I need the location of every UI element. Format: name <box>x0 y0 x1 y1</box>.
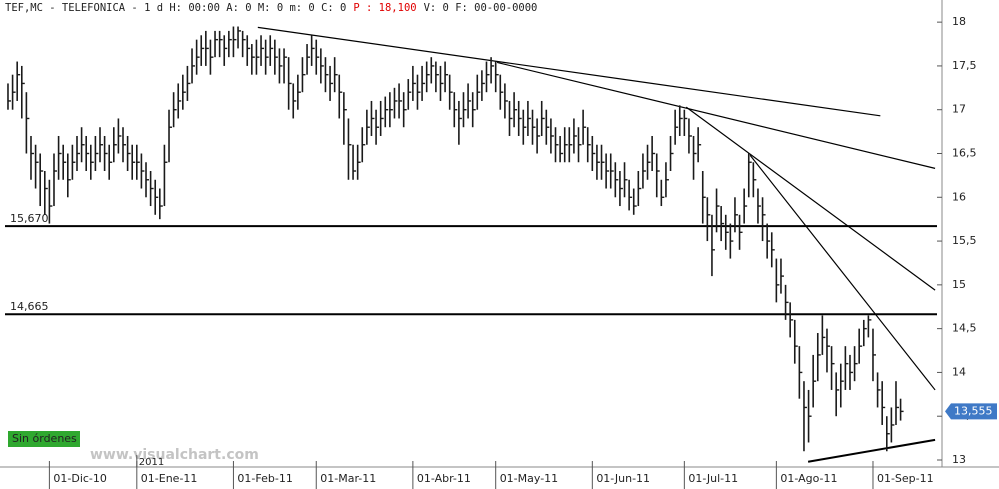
y-tick-label: 16 <box>952 190 966 203</box>
orders-badge-text: Sin órdenes <box>12 432 77 445</box>
support-level-label: 15,670 <box>10 212 49 225</box>
year-label: 2011 <box>139 457 164 468</box>
x-tick-label: 01-Ago-11 <box>780 472 837 485</box>
trendline <box>749 154 936 391</box>
last-price-label: 13,555 <box>954 404 993 417</box>
y-tick-label: 13 <box>952 453 966 466</box>
header-info: TEF,MC - TELEFONICA - 1 d H: 00:00 A: 0 … <box>5 2 346 14</box>
y-tick-label: 15,5 <box>952 234 977 247</box>
x-tick-label: 01-Sep-11 <box>877 472 934 485</box>
header-volume: V: 0 F: 00-00-0000 <box>424 2 538 14</box>
y-tick-label: 14,5 <box>952 322 977 335</box>
trendline <box>496 61 936 169</box>
watermark: www.visualchart.com <box>90 447 259 463</box>
x-tick-label: 01-Dic-10 <box>53 472 107 485</box>
trendline <box>685 106 936 291</box>
x-tick-label: 01-Feb-11 <box>237 472 292 485</box>
x-tick-label: 01-May-11 <box>500 472 558 485</box>
y-tick-label: 15 <box>952 278 966 291</box>
x-tick-label: 01-Jun-11 <box>596 472 650 485</box>
header: TEF,MC - TELEFONICA - 1 d H: 00:00 A: 0 … <box>5 2 537 14</box>
x-tick-label: 01-Jul-11 <box>688 472 738 485</box>
orders-badge <box>8 431 80 447</box>
y-tick-label: 14 <box>952 365 966 378</box>
y-tick-label: 18 <box>952 15 966 28</box>
y-tick-label: 16,5 <box>952 146 977 159</box>
header-price: P : 18,100 <box>353 2 416 14</box>
x-tick-label: 01-Abr-11 <box>417 472 471 485</box>
trendline <box>807 438 936 463</box>
x-tick-label: 01-Ene-11 <box>141 472 198 485</box>
support-level-label: 14,665 <box>10 300 49 313</box>
y-tick-label: 17 <box>952 103 966 116</box>
trendline <box>257 26 881 117</box>
last-price-tag <box>945 403 997 420</box>
x-tick-label: 01-Mar-11 <box>320 472 376 485</box>
y-tick-label: 17,5 <box>952 59 977 72</box>
